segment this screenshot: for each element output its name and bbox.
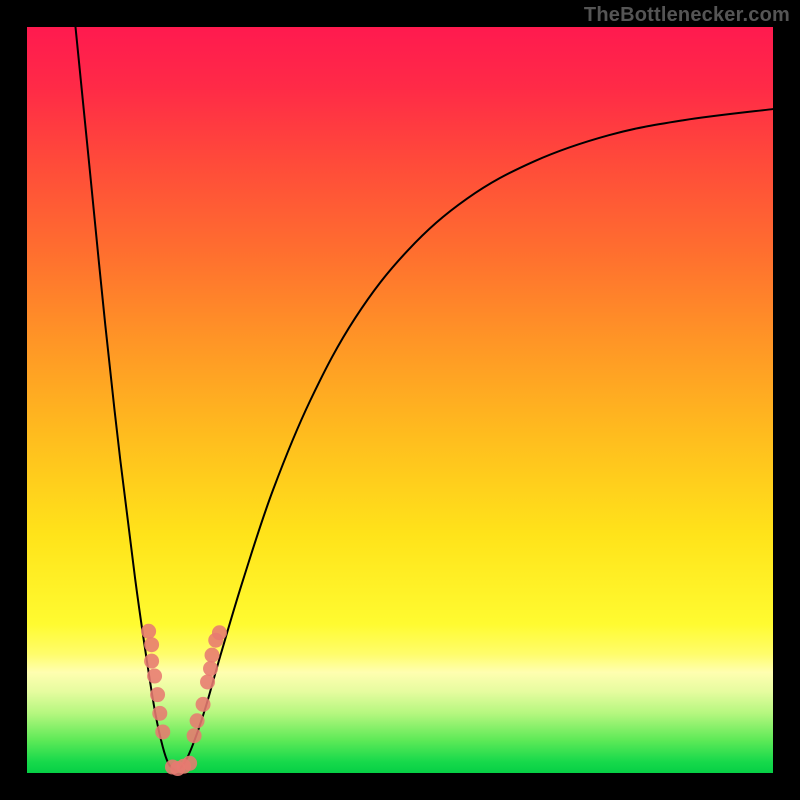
chart-background-gradient [27,27,773,773]
watermark-text: TheBottlenecker.com [584,4,790,27]
chart-stage: TheBottlenecker.com [0,0,800,800]
